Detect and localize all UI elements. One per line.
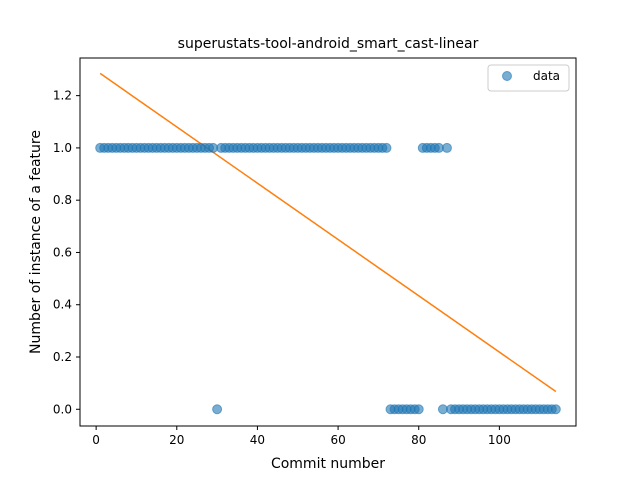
data-point-86 — [441, 142, 452, 153]
chart-title: superustats-tool-android_smart_cast-line… — [178, 36, 479, 52]
y-axis-label: Number of instance of a feature — [28, 130, 44, 354]
y-tick-label-4: 0.8 — [53, 193, 72, 207]
y-tick-label-5: 1.0 — [53, 141, 72, 155]
plot-area — [95, 72, 561, 415]
x-tick-label-1: 20 — [169, 433, 184, 447]
x-tick-label-0: 0 — [92, 433, 100, 447]
axes-frame — [79, 57, 577, 427]
x-axis-label: Commit number — [271, 456, 385, 472]
y-tick-label-1: 0.2 — [53, 350, 72, 364]
x-tick-label-2: 40 — [250, 433, 265, 447]
data-points-layer — [95, 142, 561, 415]
y-tick-label-6: 1.2 — [53, 89, 72, 103]
data-point-79 — [413, 404, 424, 415]
x-tick-label-5: 100 — [488, 433, 511, 447]
x-tick-label-4: 80 — [411, 433, 426, 447]
fit-line — [99, 72, 557, 393]
y-tick-label-3: 0.6 — [53, 245, 72, 259]
legend-marker — [502, 71, 512, 81]
y-tick-label-0: 0.0 — [53, 402, 72, 416]
data-point-113 — [550, 404, 561, 415]
fit-line-layer — [99, 72, 557, 393]
y-tick-label-2: 0.4 — [53, 298, 72, 312]
legend: data — [487, 64, 570, 92]
axis-ticks: 0 20 40 60 80 100 0.0 0.2 0.4 0.6 0.8 1.0 1.2 — [53, 89, 511, 447]
data-point-71 — [381, 142, 392, 153]
data-point-29 — [212, 404, 223, 415]
x-tick-label-3: 60 — [330, 433, 345, 447]
legend-label-data: data — [533, 69, 560, 83]
